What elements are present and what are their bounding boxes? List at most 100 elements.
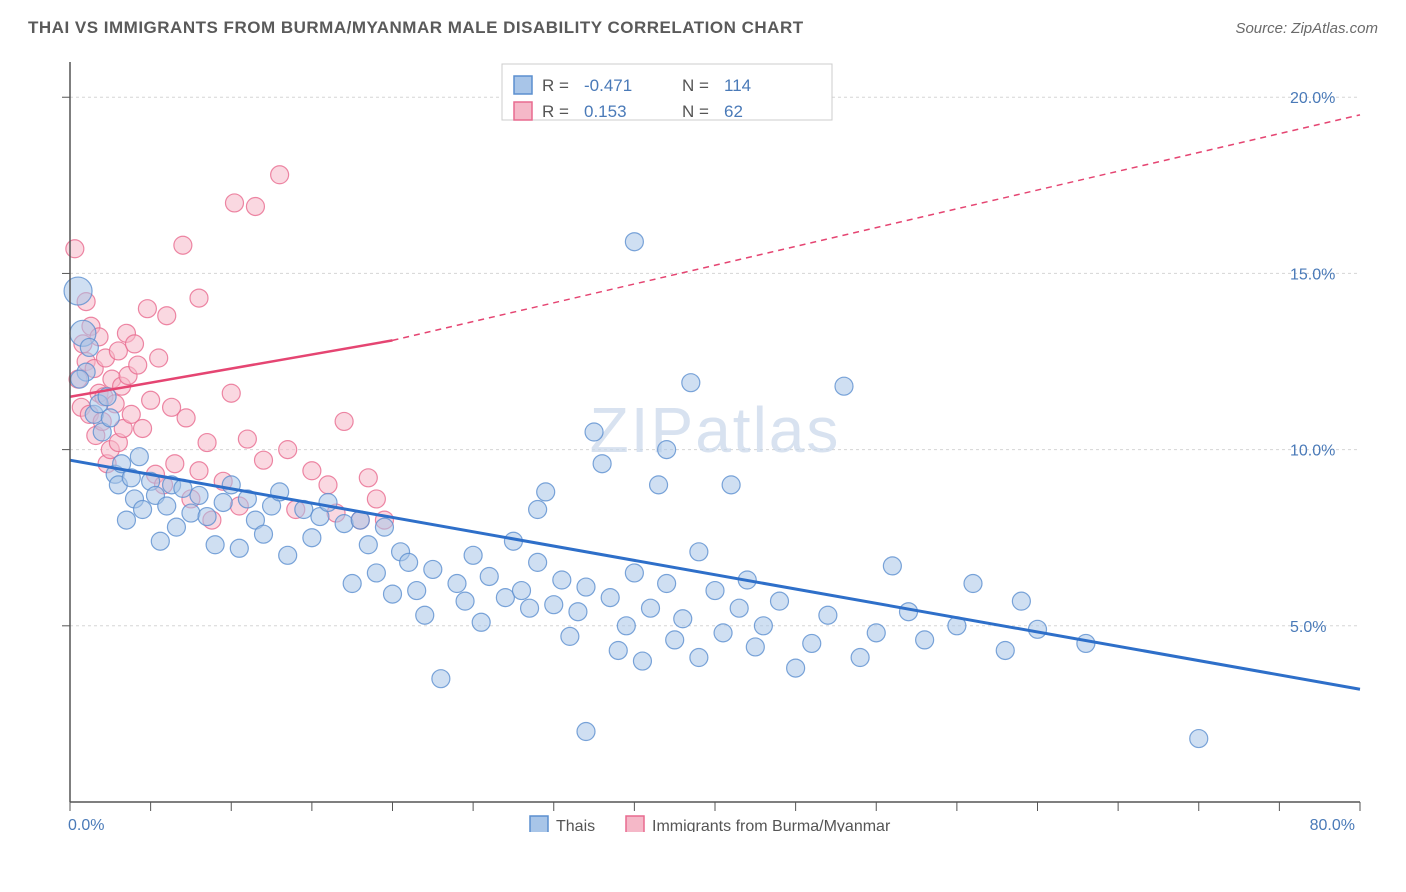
data-point xyxy=(617,617,635,635)
data-point xyxy=(206,536,224,554)
data-point xyxy=(666,631,684,649)
data-point xyxy=(408,582,426,600)
data-point xyxy=(335,515,353,533)
data-point xyxy=(255,451,273,469)
data-point xyxy=(109,342,127,360)
data-point xyxy=(900,603,918,621)
data-point xyxy=(303,529,321,547)
data-point xyxy=(138,300,156,318)
data-point xyxy=(432,670,450,688)
data-point xyxy=(529,501,547,519)
data-point xyxy=(585,423,603,441)
data-point xyxy=(367,564,385,582)
data-point xyxy=(303,462,321,480)
data-point xyxy=(271,166,289,184)
legend-n-value: 114 xyxy=(724,76,751,95)
data-point xyxy=(730,599,748,617)
data-point xyxy=(129,356,147,374)
data-point xyxy=(916,631,934,649)
data-point xyxy=(601,589,619,607)
data-point xyxy=(134,501,152,519)
data-point xyxy=(222,384,240,402)
data-point xyxy=(1190,730,1208,748)
data-point xyxy=(964,575,982,593)
data-point xyxy=(480,567,498,585)
data-point xyxy=(472,613,490,631)
data-point xyxy=(80,338,98,356)
legend-swatch xyxy=(514,102,532,120)
data-point xyxy=(174,236,192,254)
y-tick-label: 5.0% xyxy=(1290,619,1326,636)
bottom-legend-label: Immigrants from Burma/Myanmar xyxy=(652,818,891,832)
data-point xyxy=(198,508,216,526)
data-point xyxy=(182,504,200,522)
data-point xyxy=(424,560,442,578)
bottom-legend-label: Thais xyxy=(556,818,595,832)
watermark: ZIPatlas xyxy=(590,394,841,466)
data-point xyxy=(456,592,474,610)
data-point xyxy=(633,652,651,670)
data-point xyxy=(126,335,144,353)
data-point xyxy=(722,476,740,494)
legend-n-value: 62 xyxy=(724,102,743,121)
data-point xyxy=(167,518,185,536)
data-point xyxy=(625,233,643,251)
data-point xyxy=(343,575,361,593)
data-point xyxy=(754,617,772,635)
data-point xyxy=(545,596,563,614)
data-point xyxy=(71,370,89,388)
chart-source: Source: ZipAtlas.com xyxy=(1235,20,1378,37)
x-max-label: 80.0% xyxy=(1310,817,1355,832)
data-point xyxy=(1029,620,1047,638)
legend-r-value: -0.471 xyxy=(584,76,632,95)
data-point xyxy=(883,557,901,575)
data-point xyxy=(835,377,853,395)
data-point xyxy=(803,634,821,652)
data-point xyxy=(1012,592,1030,610)
data-point xyxy=(851,649,869,667)
legend-r-label: R = xyxy=(542,76,569,95)
data-point xyxy=(279,546,297,564)
data-point xyxy=(246,197,264,215)
data-point xyxy=(130,448,148,466)
y-tick-label: 10.0% xyxy=(1290,443,1335,460)
data-point xyxy=(238,430,256,448)
data-point xyxy=(642,599,660,617)
data-point xyxy=(66,240,84,258)
data-point xyxy=(867,624,885,642)
data-point xyxy=(255,525,273,543)
data-point xyxy=(416,606,434,624)
data-point xyxy=(64,277,92,305)
data-point xyxy=(1077,634,1095,652)
data-point xyxy=(214,493,232,511)
data-point xyxy=(996,641,1014,659)
data-point xyxy=(537,483,555,501)
data-point xyxy=(319,476,337,494)
data-point xyxy=(625,564,643,582)
trend-line-immigrants-dashed xyxy=(393,115,1361,341)
bottom-legend-swatch xyxy=(626,816,644,832)
correlation-chart: ZIPatlas5.0%10.0%15.0%20.0%0.0%80.0%Male… xyxy=(50,52,1380,832)
y-tick-label: 20.0% xyxy=(1290,90,1335,107)
legend-r-value: 0.153 xyxy=(584,102,627,121)
data-point xyxy=(375,518,393,536)
data-point xyxy=(706,582,724,600)
data-point xyxy=(335,412,353,430)
data-point xyxy=(367,490,385,508)
data-point xyxy=(690,649,708,667)
data-point xyxy=(658,575,676,593)
data-point xyxy=(384,585,402,603)
data-point xyxy=(593,455,611,473)
data-point xyxy=(319,493,337,511)
legend-r-label: R = xyxy=(542,102,569,121)
data-point xyxy=(134,419,152,437)
data-point xyxy=(166,455,184,473)
data-point xyxy=(190,462,208,480)
data-point xyxy=(650,476,668,494)
data-point xyxy=(279,441,297,459)
data-point xyxy=(400,553,418,571)
bottom-legend-swatch xyxy=(530,816,548,832)
data-point xyxy=(225,194,243,212)
data-point xyxy=(190,289,208,307)
data-point xyxy=(190,486,208,504)
